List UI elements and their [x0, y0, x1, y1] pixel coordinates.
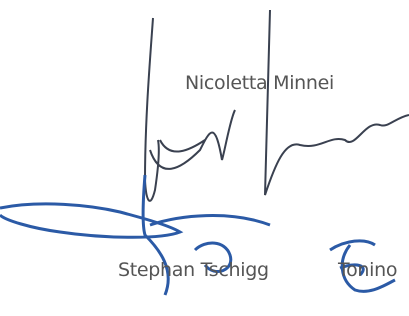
signer-name: Nicoletta Minnei	[185, 72, 334, 94]
signature-stroke	[145, 18, 235, 201]
signer-name: Stephan Tschigg	[118, 259, 269, 281]
page: Nicoletta Minnei Stephan Tschigg Tonino …	[0, 0, 409, 316]
signer-name: Tonino	[338, 259, 397, 281]
signature-stroke	[265, 10, 409, 195]
